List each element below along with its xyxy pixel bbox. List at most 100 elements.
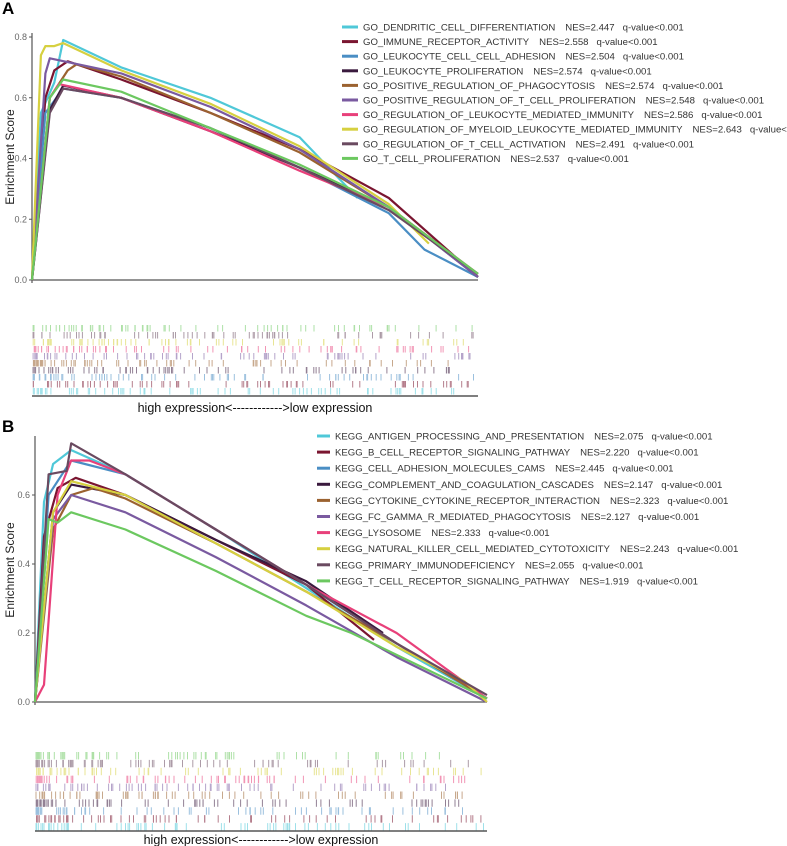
legend-text: GO_REGULATION_OF_MYELOID_LEUKOCYTE_MEDIA…: [363, 125, 787, 136]
hit-barcode-row: [35, 823, 484, 831]
legend-text: KEGG_PRIMARY_IMMUNODEFICIENCY NES=2.055 q-…: [335, 560, 643, 571]
legend-qvalue: q-value<0.001: [568, 154, 629, 165]
hit-barcode-row: [35, 791, 463, 799]
legend-nes: NES=2.220: [580, 448, 629, 459]
legend-name: KEGG_FC_GAMMA_R_MEDIATED_PHAGOCYTOSIS: [335, 512, 571, 523]
es-curve-5: [33, 487, 488, 703]
legend-qvalue: q-value<0.001: [597, 37, 658, 48]
legend-name: GO_REGULATION_OF_T_CELL_ACTIVATION: [363, 139, 566, 150]
legend-item: KEGG_ANTIGEN_PROCESSING_AND_PRESENTATION…: [317, 432, 713, 443]
legend-text: GO_LEUKOCYTE_PROLIFERATION NES=2.574 q-val…: [363, 66, 652, 77]
legend-nes: NES=2.504: [565, 52, 615, 63]
es-curve-2: [30, 60, 479, 281]
legend-qvalue: q-value<0.001: [612, 464, 673, 475]
hit-barcode-row: [35, 807, 463, 815]
legend-item: KEGG_LYSOSOME NES=2.333 q-value<0.001: [317, 528, 550, 539]
legend-item: GO_LEUKOCYTE_PROLIFERATION NES=2.574 q-val…: [342, 66, 652, 77]
legend-name: GO_LEUKOCYTE_PROLIFERATION: [363, 66, 523, 77]
legend-name: GO_IMMUNE_RECEPTOR_ACTIVITY: [363, 37, 530, 48]
legend-item: GO_IMMUNE_RECEPTOR_ACTIVITY NES=2.558 q-va…: [342, 37, 658, 48]
legend-item: GO_LEUKOCYTE_CELL_CELL_ADHESION NES=2.504…: [342, 52, 684, 63]
hit-barcode-row: [35, 799, 460, 807]
legend-item: GO_T_CELL_PROLIFERATION NES=2.537 q-value<…: [342, 154, 629, 165]
es-curve-2: [33, 476, 375, 703]
hit-barcode-row: [36, 815, 482, 823]
legend-name: GO_LEUKOCYTE_CELL_CELL_ADHESION: [363, 52, 556, 63]
legend-name: GO_POSITIVE_REGULATION_OF_T_CELL_PROLIFE…: [363, 96, 636, 107]
legend-text: KEGG_B_CELL_RECEPTOR_SIGNALING_PATHWAY NE…: [335, 448, 699, 459]
legend-item: KEGG_NATURAL_KILLER_CELL_MEDIATED_CYTOTO…: [317, 544, 738, 555]
y-axis-label: Enrichment Score: [3, 522, 17, 618]
legend-qvalue: q-value<0.001: [591, 66, 652, 77]
legend-qvalue: q-value<0.001: [667, 496, 728, 507]
legend-text: KEGG_FC_GAMMA_R_MEDIATED_PHAGOCYTOSIS NES…: [335, 512, 699, 523]
legend-text: KEGG_LYSOSOME NES=2.333 q-value<0.001: [335, 528, 550, 539]
legend-qvalue: q-value<0.001: [750, 125, 787, 136]
legend-nes: NES=2.574: [605, 81, 655, 92]
legend-qvalue: q-value<0.001: [582, 560, 643, 571]
legend-nes: NES=2.333: [431, 528, 480, 539]
legend-text: KEGG_COMPLEMENT_AND_COAGULATION_CASCADES…: [335, 480, 722, 491]
es-curve-8: [30, 41, 430, 281]
legend-qvalue: q-value<0.001: [637, 448, 698, 459]
legend-name: GO_DENDRITIC_CELL_DIFFERENTIATION: [363, 23, 555, 34]
panel-a: A 0.0 0.2 0.4 0.6 0.8 Enrichment Score high exp…: [2, 0, 787, 415]
legend: KEGG_ANTIGEN_PROCESSING_AND_PRESENTATION…: [317, 432, 738, 587]
y-tick-label: 0.4: [17, 559, 30, 569]
legend-name: KEGG_B_CELL_RECEPTOR_SIGNALING_PATHWAY: [335, 448, 571, 459]
legend-text: KEGG_NATURAL_KILLER_CELL_MEDIATED_CYTOTO…: [335, 544, 738, 555]
legend-qvalue: q-value<0.001: [661, 480, 722, 491]
legend-text: GO_REGULATION_OF_T_CELL_ACTIVATION NES=2.…: [363, 139, 694, 150]
es-curve-9: [30, 87, 479, 281]
es-curve-10: [33, 511, 488, 703]
legend-text: GO_POSITIVE_REGULATION_OF_T_CELL_PROLIFE…: [363, 96, 764, 107]
legend-item: KEGG_CYTOKINE_CYTOKINE_RECEPTOR_INTERACT…: [317, 496, 728, 507]
legend-qvalue: q-value<0.001: [489, 528, 550, 539]
y-tick-label: 0.8: [14, 32, 27, 42]
legend-nes: NES=2.586: [644, 110, 693, 121]
legend-nes: NES=2.537: [510, 154, 559, 165]
hit-barcode-row: [32, 325, 473, 332]
legend-name: GO_POSITIVE_REGULATION_OF_PHAGOCYTOSIS: [363, 81, 595, 92]
es-curve-1: [30, 38, 359, 281]
y-tick-label: 0.2: [17, 628, 30, 638]
legend-nes: NES=2.243: [620, 544, 669, 555]
legend-qvalue: q-value<0.001: [703, 96, 764, 107]
legend-item: KEGG_B_CELL_RECEPTOR_SIGNALING_PATHWAY NE…: [317, 448, 699, 459]
panel-label: B: [2, 417, 14, 436]
hit-barcode-row: [32, 353, 471, 360]
hit-barcode-row: [32, 339, 464, 346]
legend-text: GO_IMMUNE_RECEPTOR_ACTIVITY NES=2.558 q-va…: [363, 37, 658, 48]
panel-label: A: [2, 0, 14, 18]
legend-nes: NES=2.147: [604, 480, 653, 491]
y-tick-label: 0.0: [17, 697, 30, 707]
legend-name: KEGG_T_CELL_RECEPTOR_SIGNALING_PATHWAY: [335, 576, 570, 587]
legend-name: KEGG_LYSOSOME: [335, 528, 421, 539]
hit-barcode-row: [33, 346, 470, 353]
legend-text: GO_POSITIVE_REGULATION_OF_PHAGOCYTOSIS NE…: [363, 81, 724, 92]
y-tick-label: 0.6: [14, 93, 27, 103]
legend-item: GO_REGULATION_OF_MYELOID_LEUKOCYTE_MEDIA…: [342, 125, 787, 136]
legend-item: GO_POSITIVE_REGULATION_OF_T_CELL_PROLIFE…: [342, 96, 764, 107]
hit-barcode-row: [32, 360, 449, 367]
legend-name: KEGG_COMPLEMENT_AND_COAGULATION_CASCADES: [335, 480, 594, 491]
legend-text: KEGG_CELL_ADHESION_MOLECULES_CAMS NES=2.4…: [335, 464, 674, 475]
legend-text: KEGG_T_CELL_RECEPTOR_SIGNALING_PATHWAY NE…: [335, 576, 698, 587]
y-tick-label: 0.2: [14, 214, 27, 224]
legend-name: KEGG_CYTOKINE_CYTOKINE_RECEPTOR_INTERACT…: [335, 496, 600, 507]
x-axis-label: high expression<------------>low express…: [144, 833, 379, 846]
hit-barcode-row: [32, 374, 474, 381]
legend-qvalue: q-value<0.001: [623, 23, 684, 34]
es-curve-7: [34, 459, 488, 703]
legend-item: GO_REGULATION_OF_T_CELL_ACTIVATION NES=2.…: [342, 139, 694, 150]
legend-name: GO_REGULATION_OF_LEUKOCYTE_MEDIATED_IMMU…: [363, 110, 635, 121]
legend-qvalue: q-value<0.001: [677, 544, 738, 555]
legend-qvalue: q-value<0.001: [701, 110, 762, 121]
legend-text: GO_REGULATION_OF_LEUKOCYTE_MEDIATED_IMMU…: [363, 110, 762, 121]
hit-barcode-row: [32, 381, 469, 388]
legend-qvalue: q-value<0.001: [662, 81, 723, 92]
hit-barcode-row: [35, 783, 446, 791]
y-tick-label: 0.6: [17, 490, 30, 500]
legend-qvalue: q-value<0.001: [623, 52, 684, 63]
